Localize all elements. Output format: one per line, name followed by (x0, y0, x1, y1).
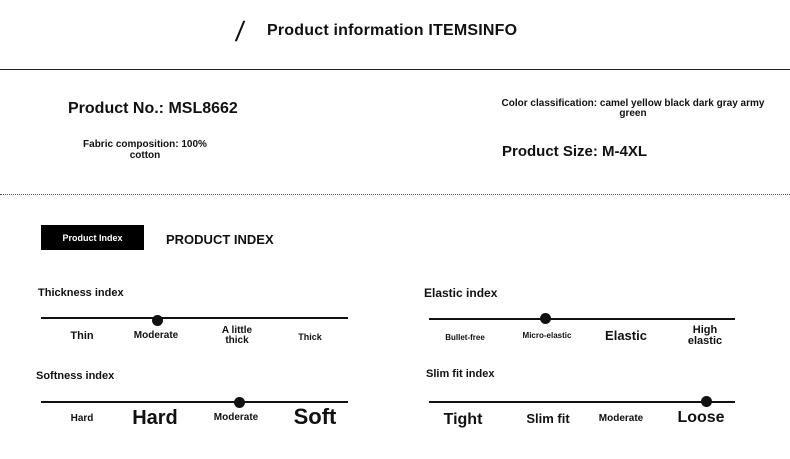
thickness-marker (152, 315, 163, 326)
fabric-composition: Fabric composition: 100% cotton (83, 139, 207, 161)
slimfit-option-tight: Tight (443, 411, 483, 428)
elastic-option-bullet-free: Bullet-free (445, 333, 485, 342)
softness-option-hard-small: Hard (70, 413, 94, 424)
slimfit-option-loose: Loose (677, 409, 725, 426)
softness-option-hard-large: Hard (132, 407, 178, 429)
header-divider (0, 69, 790, 70)
elastic-option-high-elastic: High elastic (687, 324, 723, 347)
thickness-option-a-little-thick: A little thick (221, 325, 253, 346)
slimfit-scale-line (429, 401, 735, 403)
elastic-option-micro-elastic: Micro-elastic (522, 331, 572, 340)
elastic-option-elastic: Elastic (605, 328, 647, 343)
thickness-scale-line (41, 317, 348, 319)
product-index-heading: PRODUCT INDEX (166, 232, 274, 247)
info-divider (0, 194, 790, 195)
thickness-option-moderate: Moderate (133, 330, 179, 341)
product-index-badge: Product Index (41, 225, 144, 250)
slimfit-index-label: Slim fit index (426, 368, 495, 380)
softness-index-label: Softness index (36, 370, 115, 382)
color-classification: Color classification: camel yellow black… (501, 98, 765, 119)
title-slash: / (233, 16, 247, 47)
elastic-scale-line (429, 318, 735, 320)
product-size: Product Size: M-4XL (502, 143, 648, 160)
thickness-option-thin: Thin (70, 330, 94, 342)
softness-option-moderate: Moderate (213, 412, 259, 423)
softness-scale-line (41, 401, 348, 403)
thickness-index-label: Thickness index (38, 287, 124, 299)
thickness-option-thick: Thick (298, 332, 322, 342)
page-title: Product information ITEMSINFO (267, 22, 518, 39)
softness-marker (234, 397, 245, 408)
product-number: Product No.: MSL8662 (68, 100, 238, 117)
slimfit-option-moderate: Moderate (598, 413, 644, 424)
slimfit-marker (701, 396, 712, 407)
softness-option-soft: Soft (293, 404, 337, 429)
elastic-index-label: Elastic index (424, 286, 498, 300)
slimfit-option-slim-fit: Slim fit (526, 411, 570, 426)
elastic-marker (540, 313, 551, 324)
